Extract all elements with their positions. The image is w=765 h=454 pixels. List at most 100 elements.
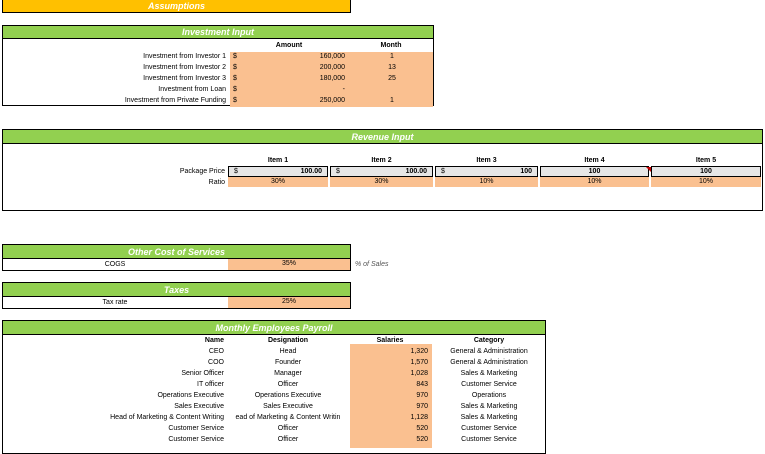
currency-symbol: $	[233, 97, 237, 104]
package-price-cell[interactable]	[330, 166, 433, 177]
package-price-value[interactable]: 100	[520, 168, 532, 175]
item-column-header: Item 5	[695, 157, 717, 164]
amount-column-header: Amount	[275, 42, 303, 49]
employee-designation: Officer	[277, 436, 299, 443]
employee-name: Operations Executive	[157, 392, 224, 399]
cogs-note: % of Sales	[355, 261, 389, 268]
employee-name: IT officer	[197, 381, 224, 388]
designation-column-header: Designation	[267, 337, 309, 344]
package-price-value[interactable]: 100	[700, 168, 712, 175]
item-column-header: Item 3	[476, 157, 497, 164]
investment-amount[interactable]: 160,000	[319, 53, 345, 60]
item-column-header: Item 4	[584, 157, 605, 164]
ratio-label: Ratio	[208, 179, 225, 186]
ratio-cell[interactable]: 10%	[540, 177, 649, 187]
employee-salary[interactable]: 843	[416, 381, 428, 388]
investment-amount[interactable]: -	[342, 86, 345, 93]
employee-salary[interactable]: 520	[416, 425, 428, 432]
currency-symbol: $	[233, 86, 237, 93]
employee-designation: Founder	[274, 359, 302, 366]
employee-salary[interactable]: 1,570	[410, 359, 428, 366]
employee-salary[interactable]: 970	[416, 403, 428, 410]
employee-name: Customer Service	[168, 425, 224, 432]
investment-amount[interactable]: 250,000	[319, 97, 345, 104]
category-column-header: Category	[473, 337, 505, 344]
employee-category: Customer Service	[461, 381, 517, 388]
employee-designation: Operations Executive	[254, 392, 322, 399]
investment-row-input	[230, 63, 433, 74]
investment-month[interactable]: 1	[390, 97, 394, 104]
investment-row-label: Investment from Private Funding	[124, 97, 226, 104]
assumptions-header: Assumptions	[2, 0, 351, 13]
employee-name: Customer Service	[168, 436, 224, 443]
investment-input-header: Investment Input	[2, 25, 434, 39]
investment-month[interactable]: 13	[388, 64, 396, 71]
employee-category: Sales & Marketing	[460, 414, 518, 421]
other-cost-header: Other Cost of Services	[2, 244, 351, 259]
employee-category: Operations	[471, 392, 507, 399]
employee-name: Senior Officer	[181, 370, 224, 377]
employee-category: Customer Service	[461, 436, 517, 443]
currency-symbol: $	[234, 168, 238, 175]
employee-designation: Sales Executive	[263, 403, 313, 410]
currency-symbol: $	[336, 168, 340, 175]
tax-rate-value[interactable]: 25%	[228, 297, 350, 308]
payroll-header: Monthly Employees Payroll	[2, 320, 546, 335]
payroll-panel	[2, 334, 546, 454]
salaries-column-header: Salaries	[376, 337, 404, 344]
employee-designation: Officer	[277, 425, 299, 432]
ratio-cell[interactable]: 10%	[435, 177, 538, 187]
package-price-cell[interactable]	[651, 166, 761, 177]
investment-row-label: Investment from Loan	[158, 86, 226, 93]
revenue-input-header: Revenue Input	[2, 129, 763, 144]
employee-category: General & Administration	[450, 348, 528, 355]
employee-name: CEO	[208, 348, 224, 355]
package-price-cell[interactable]	[228, 166, 328, 177]
investment-month[interactable]: 25	[388, 75, 396, 82]
employee-salary[interactable]: 1,320	[410, 348, 428, 355]
currency-symbol: $	[233, 53, 237, 60]
ratio-cell[interactable]: 10%	[651, 177, 761, 187]
investment-amount[interactable]: 200,000	[319, 64, 345, 71]
name-column-header: Name	[204, 337, 224, 344]
package-price-value[interactable]: 100.00	[405, 168, 427, 175]
investment-month[interactable]: 1	[390, 53, 394, 60]
package-price-value[interactable]: 100.00	[300, 168, 322, 175]
item-column-header: Item 2	[371, 157, 392, 164]
employee-designation: ead of Marketing & Content Writin	[235, 414, 341, 421]
tax-rate-label: Tax rate	[102, 299, 128, 306]
month-column-header: Month	[380, 42, 402, 49]
employee-category: Sales & Marketing	[460, 370, 518, 377]
employee-name: Head of Marketing & Content Writing	[110, 414, 224, 421]
salaries-column-fill	[350, 344, 432, 448]
ratio-cell[interactable]: 30%	[228, 177, 328, 187]
employee-designation: Manager	[274, 370, 302, 377]
cogs-value[interactable]: 35%	[228, 259, 350, 270]
item-column-header: Item 1	[267, 157, 289, 164]
investment-row-label: Investment from Investor 2	[143, 64, 226, 71]
ratio-cell[interactable]: 30%	[330, 177, 433, 187]
investment-row-input	[230, 85, 433, 96]
investment-month[interactable]	[352, 85, 432, 95]
investment-row-label: Investment from Investor 1	[143, 53, 226, 60]
comment-indicator-icon[interactable]	[646, 167, 651, 172]
employee-salary[interactable]: 1,028	[410, 370, 428, 377]
employee-designation: Head	[279, 348, 297, 355]
investment-amount[interactable]: 180,000	[319, 75, 345, 82]
employee-salary[interactable]: 970	[416, 392, 428, 399]
package-price-value[interactable]: 100	[588, 168, 601, 175]
employee-designation: Officer	[277, 381, 299, 388]
employee-category: General & Administration	[450, 359, 528, 366]
investment-row-label: Investment from Investor 3	[143, 75, 226, 82]
investment-row-input	[230, 52, 433, 63]
investment-row-input	[230, 96, 433, 107]
cogs-label: COGS	[104, 261, 126, 268]
employee-salary[interactable]: 520	[416, 436, 428, 443]
currency-symbol: $	[233, 64, 237, 71]
employee-category: Sales & Marketing	[460, 403, 518, 410]
package-price-label: Package Price	[179, 168, 225, 175]
employee-category: Customer Service	[461, 425, 517, 432]
package-price-cell[interactable]	[435, 166, 538, 177]
employee-salary[interactable]: 1,128	[410, 414, 428, 421]
currency-symbol: $	[233, 75, 237, 82]
